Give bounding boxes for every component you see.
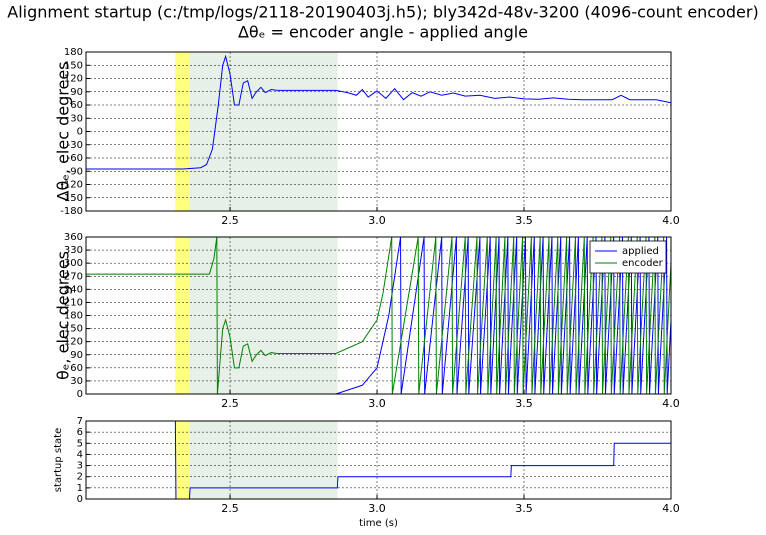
y-tick-label: 0 [77, 127, 83, 138]
y-tick-label: 30 [70, 113, 83, 124]
y-tick-label: -120 [60, 180, 83, 191]
y-axis-label: θₑ, elec degrees [54, 251, 73, 380]
plot-frame [85, 420, 672, 500]
span [189, 421, 338, 499]
y-tick-label: 60 [70, 100, 83, 111]
y-tick-label: 180 [64, 47, 83, 58]
data-line [86, 237, 671, 394]
x-tick-label: 4.0 [662, 502, 680, 515]
y-tick-label: 150 [64, 60, 83, 71]
data-line [86, 54, 671, 170]
x-axis-label: time (s) [359, 518, 398, 529]
y-tick-label: 90 [70, 87, 83, 98]
y-tick-label: 180 [64, 311, 83, 322]
chart-title: Alignment startup (c:/tmp/logs/2118-2019… [7, 3, 758, 22]
y-tick-label: 300 [64, 258, 83, 269]
y-tick-label: 120 [64, 337, 83, 348]
legend-label: applied [622, 246, 659, 257]
y-tick-label: 360 [64, 232, 83, 243]
y-tick-label: 120 [64, 74, 83, 85]
legend-box [589, 240, 667, 274]
y-tick-label: -150 [60, 193, 83, 204]
y-tick-label: 5 [77, 438, 83, 449]
y-tick-label: -60 [67, 153, 83, 164]
y-tick-label: 0 [77, 389, 83, 400]
x-tick-label: 2.5 [221, 502, 239, 515]
y-tick-label: 150 [64, 324, 83, 335]
plot-frame [85, 236, 672, 395]
y-tick-label: 270 [64, 271, 83, 282]
x-tick-label: 3.0 [368, 214, 386, 227]
span [175, 421, 190, 499]
data-line [86, 421, 671, 499]
y-tick-label: -180 [60, 206, 83, 217]
y-tick-label: 60 [70, 363, 83, 374]
y-tick-label: -90 [67, 166, 83, 177]
x-tick-label: 3.5 [515, 397, 533, 410]
y-tick-label: 7 [77, 416, 83, 427]
y-axis-label: Δθₑ, elec degrees [54, 62, 73, 202]
y-tick-label: 4 [77, 449, 83, 460]
y-axis-label: startup state [53, 428, 64, 493]
x-tick-label: 4.0 [662, 397, 680, 410]
x-tick-label: 2.5 [221, 214, 239, 227]
plot-frame [85, 51, 672, 212]
y-tick-label: 2 [77, 472, 83, 483]
y-tick-label: -30 [67, 140, 83, 151]
y-tick-label: 3 [77, 461, 83, 472]
y-tick-label: 1 [77, 483, 83, 494]
y-tick-label: 90 [70, 350, 83, 361]
x-tick-label: 3.5 [515, 214, 533, 227]
x-tick-label: 3.0 [368, 502, 386, 515]
x-tick-label: 3.0 [368, 397, 386, 410]
x-tick-label: 2.5 [221, 397, 239, 410]
y-tick-label: 0 [77, 494, 83, 505]
y-tick-label: 240 [64, 284, 83, 295]
y-tick-label: 6 [77, 427, 83, 438]
y-tick-label: 210 [64, 297, 83, 308]
legend-label: encoder [622, 258, 664, 269]
chart-subtitle: Δθₑ = encoder angle - applied angle [238, 23, 528, 42]
x-tick-label: 3.5 [515, 502, 533, 515]
x-tick-label: 4.0 [662, 214, 680, 227]
y-tick-label: 30 [70, 376, 83, 387]
y-tick-label: 330 [64, 245, 83, 256]
